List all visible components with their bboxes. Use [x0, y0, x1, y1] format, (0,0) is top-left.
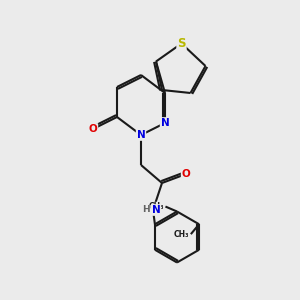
Text: CH₃: CH₃: [174, 230, 189, 239]
Text: N: N: [152, 205, 160, 215]
Text: N: N: [136, 130, 146, 140]
Text: CH₃: CH₃: [148, 202, 164, 211]
Text: N: N: [160, 118, 169, 128]
Text: H: H: [142, 206, 150, 214]
Text: O: O: [88, 124, 98, 134]
Text: S: S: [177, 37, 186, 50]
Text: O: O: [182, 169, 190, 179]
